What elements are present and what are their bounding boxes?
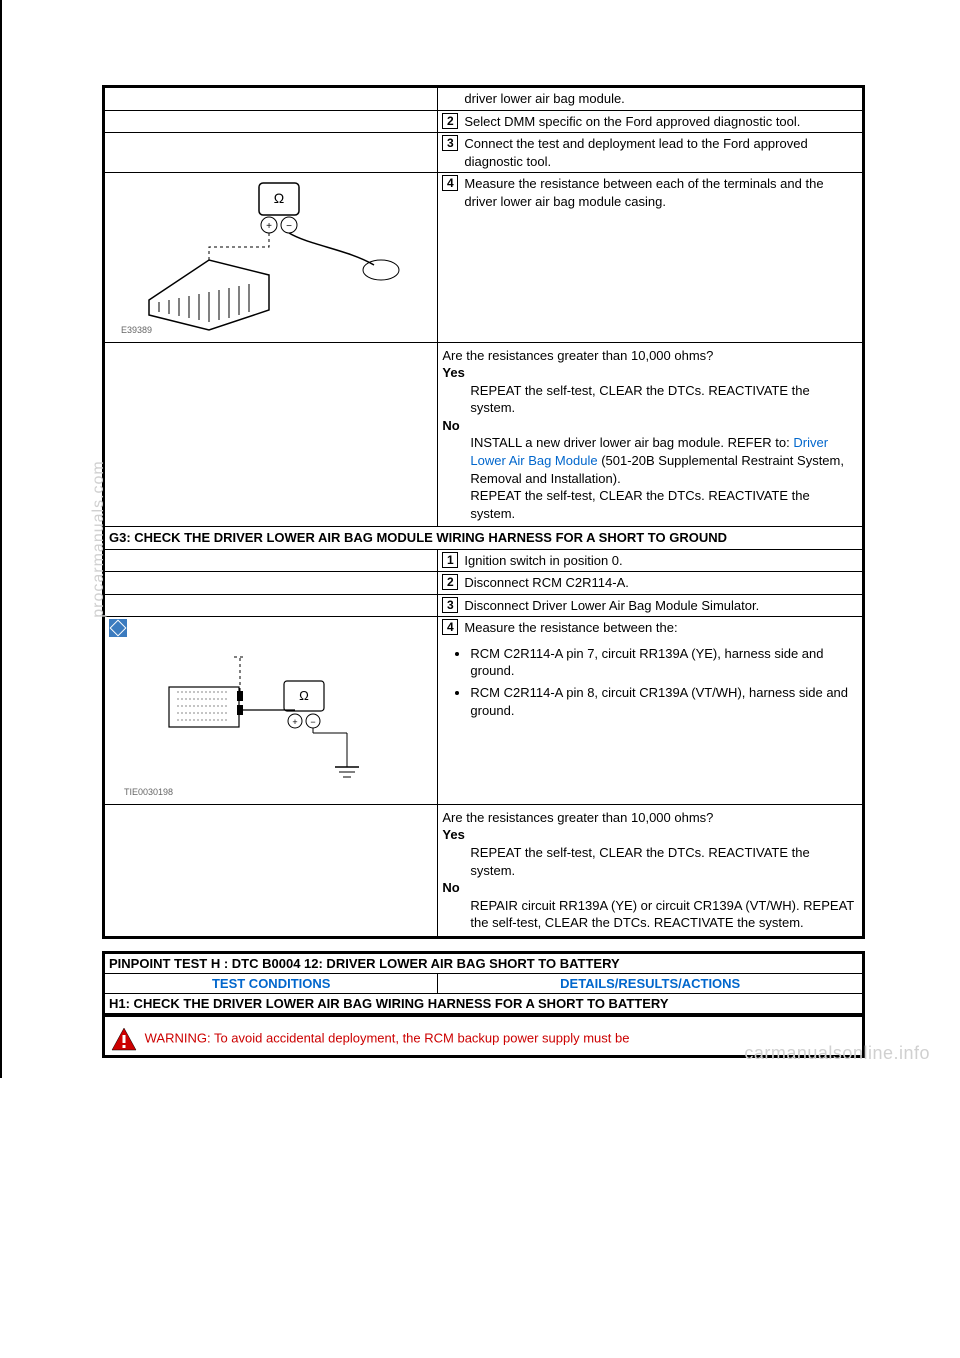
step-4: 4 Measure the resistance between each of… — [438, 173, 864, 343]
step-number-icon: 4 — [442, 619, 458, 635]
svg-text:+: + — [266, 221, 272, 232]
step-text: Connect the test and deployment lead to … — [464, 135, 858, 170]
step-continuation: driver lower air bag module. — [438, 87, 864, 111]
g3-header: G3: CHECK THE DRIVER LOWER AIR BAG MODUL… — [104, 527, 864, 550]
empty-cell — [104, 110, 438, 133]
step-text: Ignition switch in position 0. — [464, 552, 858, 570]
empty-cell — [104, 342, 438, 526]
ground-resistance-diagram: Ω + − TIE0030198 — [109, 637, 409, 797]
h1-header: H1: CHECK THE DRIVER LOWER AIR BAG WIRIN… — [104, 993, 864, 1015]
step-number-icon: 3 — [442, 597, 458, 613]
step-number-icon: 2 — [442, 574, 458, 590]
step-text: driver lower air bag module. — [464, 90, 858, 108]
empty-cell — [104, 594, 438, 617]
yes-label: Yes — [442, 827, 464, 842]
empty-cell — [104, 804, 438, 937]
g3-result-cell: Are the resistances greater than 10,000 … — [438, 804, 864, 937]
step-number-icon: 4 — [442, 175, 458, 191]
no-action-2: REPEAT the self-test, CLEAR the DTCs. RE… — [470, 487, 858, 522]
diagram-label: TIE0030198 — [124, 787, 173, 797]
svg-text:−: − — [286, 221, 292, 232]
svg-text:Ω: Ω — [274, 190, 284, 206]
svg-text:−: − — [310, 717, 315, 727]
no-label: No — [442, 880, 459, 895]
g3-step-1: 1 Ignition switch in position 0. — [438, 549, 864, 572]
step-text: Disconnect Driver Lower Air Bag Module S… — [464, 597, 858, 615]
no-action: REPAIR circuit RR139A (YE) or circuit CR… — [470, 897, 858, 932]
step-text: Measure the resistance between each of t… — [464, 175, 858, 210]
empty-cell — [104, 133, 438, 173]
yes-label: Yes — [442, 365, 464, 380]
step-text: Measure the resistance between the: — [464, 619, 858, 637]
test-h-title: PINPOINT TEST H : DTC B0004 12: DRIVER L… — [104, 952, 864, 973]
yes-action: REPEAT the self-test, CLEAR the DTCs. RE… — [470, 382, 858, 417]
page-content: driver lower air bag module. 2 Select DM… — [0, 0, 960, 1078]
pinpoint-test-h-table: PINPOINT TEST H : DTC B0004 12: DRIVER L… — [102, 951, 865, 1058]
step-number-icon: 3 — [442, 135, 458, 151]
warning-icon — [111, 1027, 137, 1051]
list-item: RCM C2R114-A pin 8, circuit CR139A (VT/W… — [470, 684, 858, 719]
watermark-bottom: carmanualsonline.info — [744, 1043, 930, 1064]
col-header-details: DETAILS/RESULTS/ACTIONS — [438, 973, 864, 993]
no-action: INSTALL a new driver lower air bag modul… — [470, 434, 858, 487]
no-label: No — [442, 418, 459, 433]
warning-text: WARNING: To avoid accidental deployment,… — [145, 1030, 630, 1045]
step-number-icon: 2 — [442, 113, 458, 129]
step-text: Select DMM specific on the Ford approved… — [464, 113, 858, 131]
diagram-label: E39389 — [121, 325, 152, 335]
step-3: 3 Connect the test and deployment lead t… — [438, 133, 864, 173]
tool-icon — [109, 619, 127, 637]
result-question: Are the resistances greater than 10,000 … — [442, 347, 858, 365]
step-number-icon: 1 — [442, 552, 458, 568]
measurement-list: RCM C2R114-A pin 7, circuit RR139A (YE),… — [470, 645, 858, 719]
step-2: 2 Select DMM specific on the Ford approv… — [438, 110, 864, 133]
step-text: Disconnect RCM C2R114-A. — [464, 574, 858, 592]
result-cell: Are the resistances greater than 10,000 … — [438, 342, 864, 526]
g3-diagram-cell: Ω + − TIE0030198 — [104, 617, 438, 805]
g3-step-2: 2 Disconnect RCM C2R114-A. — [438, 572, 864, 595]
col-header-conditions: TEST CONDITIONS — [104, 973, 438, 993]
svg-text:Ω: Ω — [299, 688, 309, 703]
empty-cell — [104, 549, 438, 572]
watermark-left: procarmanuals.com — [90, 460, 108, 618]
result-question: Are the resistances greater than 10,000 … — [442, 809, 858, 827]
empty-cell — [104, 572, 438, 595]
empty-cell — [104, 87, 438, 111]
list-item: RCM C2R114-A pin 7, circuit RR139A (YE),… — [470, 645, 858, 680]
yes-action: REPEAT the self-test, CLEAR the DTCs. RE… — [470, 844, 858, 879]
g3-step-4: 4 Measure the resistance between the: RC… — [438, 617, 864, 805]
diagnostic-table-g: driver lower air bag module. 2 Select DM… — [102, 85, 865, 939]
g3-step-3: 3 Disconnect Driver Lower Air Bag Module… — [438, 594, 864, 617]
diagram-cell: Ω + − — [104, 173, 438, 343]
ohmmeter-airbag-diagram: Ω + − — [109, 175, 409, 335]
svg-text:+: + — [292, 717, 297, 727]
